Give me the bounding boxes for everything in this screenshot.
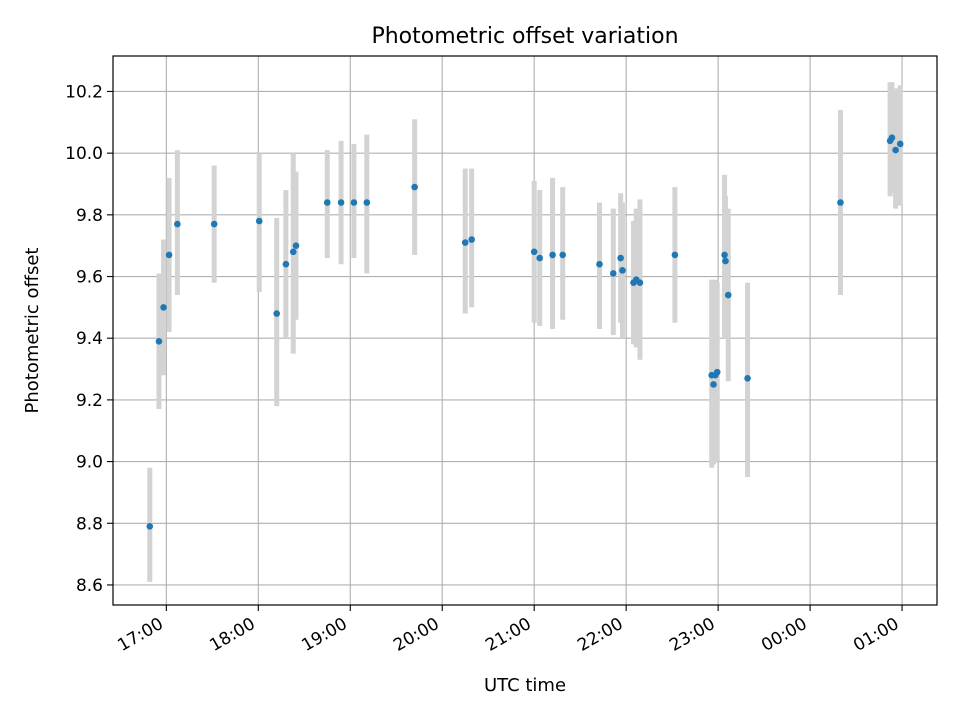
y-tick-label: 10.0 <box>65 144 103 164</box>
data-point <box>160 304 167 311</box>
data-point <box>744 375 751 382</box>
data-point <box>461 239 469 246</box>
data-point <box>619 267 626 274</box>
y-axis-label: Photometric offset <box>22 248 43 414</box>
data-point <box>596 260 603 268</box>
data-point <box>155 337 163 345</box>
y-tick-label: 10.2 <box>65 82 103 102</box>
y-tick-label: 9.4 <box>76 329 103 349</box>
y-tick-label: 9.0 <box>76 453 103 473</box>
data-point <box>710 381 717 388</box>
grid <box>113 56 937 605</box>
chart-title: Photometric offset variation <box>371 24 678 49</box>
y-tick-label: 9.2 <box>76 391 103 411</box>
data-point <box>617 254 624 262</box>
data-point <box>282 260 290 268</box>
plot-frame <box>112 55 938 606</box>
data-point <box>536 254 544 262</box>
data-point <box>559 251 567 259</box>
x-axis-label: UTC time <box>484 675 566 696</box>
data-point <box>549 251 556 259</box>
y-tick-label: 8.8 <box>76 514 103 534</box>
data-point <box>210 220 218 228</box>
data-point <box>273 310 280 317</box>
data-point <box>713 368 721 376</box>
data-point <box>837 199 844 206</box>
y-tick-label: 9.8 <box>76 206 103 226</box>
data-point <box>174 220 181 228</box>
data-point <box>363 199 371 206</box>
data-point <box>292 242 300 249</box>
y-tick-label: 9.6 <box>76 268 103 288</box>
data-point <box>609 270 617 277</box>
data-point <box>721 251 728 259</box>
data-point <box>671 251 679 259</box>
data-point <box>411 183 418 191</box>
data-point <box>165 251 173 259</box>
data-point <box>636 279 644 286</box>
y-tick-label: 8.6 <box>76 576 103 596</box>
data-point <box>146 523 154 530</box>
data-point <box>323 199 331 206</box>
data-point <box>724 291 732 299</box>
data-point <box>888 134 896 142</box>
data-points <box>146 134 904 530</box>
data-point <box>892 146 899 154</box>
data-point <box>255 217 263 225</box>
data-point <box>530 248 538 256</box>
ticks <box>107 90 903 611</box>
data-point <box>337 199 345 206</box>
data-point <box>468 236 475 243</box>
data-point <box>722 257 729 265</box>
data-point <box>289 248 297 256</box>
data-point <box>350 199 358 206</box>
data-point <box>896 140 904 148</box>
